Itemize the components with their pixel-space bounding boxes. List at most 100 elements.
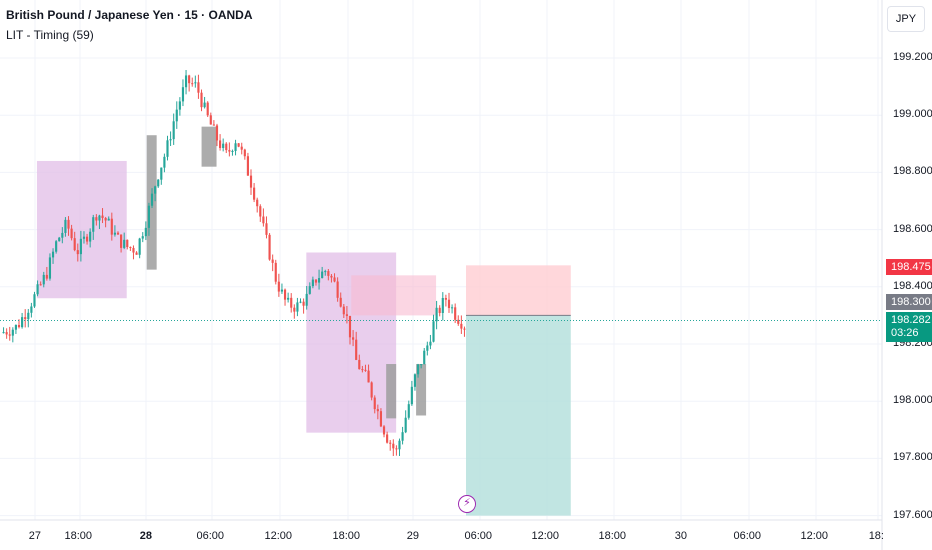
candle-body (345, 314, 348, 316)
candle-body (212, 124, 215, 126)
candle-body (92, 217, 95, 232)
candle-body (413, 374, 417, 387)
candle-body (197, 82, 200, 93)
candle-body (27, 312, 30, 320)
candle-body (120, 234, 123, 248)
candle-body (302, 301, 305, 306)
candle-body (460, 323, 463, 329)
candle-body (188, 75, 191, 84)
candle-body (231, 150, 234, 152)
candle-body (333, 277, 336, 282)
price-tick-label: 199.200 (893, 51, 932, 63)
indicator-label[interactable]: LIT - Timing (59) (6, 28, 94, 42)
candle-body (98, 215, 101, 221)
candle-body (163, 156, 166, 168)
candle-body (407, 404, 410, 418)
candle-body (181, 87, 185, 102)
candle-body (45, 274, 48, 279)
candle-body (395, 448, 398, 450)
candle-body (42, 274, 45, 285)
candle-body (51, 251, 55, 258)
time-tick-label: 12:00 (264, 530, 293, 542)
candle-body (321, 271, 324, 279)
price-tick-label: 198.600 (893, 222, 932, 235)
candle-body (39, 284, 42, 286)
candle-body (76, 250, 79, 255)
candle-body (463, 328, 466, 330)
candle-body (79, 238, 82, 255)
candle-body (454, 307, 457, 320)
candle-body (218, 140, 222, 148)
candle-body (110, 218, 113, 235)
candle-body (85, 236, 89, 242)
candle-body (191, 83, 194, 85)
candle-body (157, 179, 160, 187)
supply-zone (351, 275, 437, 316)
time-tick-label: 18:00 (64, 530, 93, 542)
candle-body (48, 257, 52, 279)
candle-body (274, 262, 277, 282)
candle-body (308, 286, 311, 294)
candle-body (336, 281, 339, 298)
candle-body (367, 370, 370, 383)
symbol-title[interactable]: British Pound / Japanese Yen · 15 · OAND… (6, 8, 253, 22)
candle-body (364, 369, 367, 371)
candle-body (379, 411, 383, 427)
candle-body (450, 307, 454, 309)
candle-body (24, 317, 27, 320)
candle-body (262, 216, 265, 224)
time-tick-label: 12:00 (800, 530, 829, 542)
candle-body (373, 397, 376, 410)
candle-body (441, 298, 444, 314)
candle-body (342, 306, 345, 315)
candle-body (277, 281, 280, 292)
candle-body (389, 442, 392, 444)
candle-body (410, 386, 413, 405)
candle-body (457, 319, 460, 324)
candle-body (222, 143, 225, 148)
currency-button[interactable]: JPY (887, 6, 925, 32)
candle-body (358, 359, 361, 370)
candle-body (138, 238, 141, 255)
candle-body (435, 307, 438, 322)
price-tick-label: 198.000 (893, 394, 932, 407)
candle-body (2, 332, 5, 334)
target-price-badge: 198.475 (886, 259, 932, 275)
candle-body (175, 109, 178, 122)
candle-body (82, 236, 86, 239)
candle-body (67, 219, 70, 229)
candle-body (370, 382, 373, 398)
candle-body (64, 219, 67, 233)
price-tick-label: 198.800 (893, 165, 932, 178)
candle-body (392, 443, 395, 449)
candle-body (376, 409, 379, 412)
candle-body (432, 321, 435, 342)
candle-body (104, 217, 107, 221)
candle-body (438, 307, 441, 314)
candle-body (296, 302, 299, 312)
candle-body (123, 239, 126, 248)
candle-body (290, 297, 293, 308)
candle-body (243, 149, 246, 157)
candle-body (141, 236, 144, 239)
candle-body (101, 215, 104, 218)
candle-body (305, 293, 308, 306)
candle-body (386, 434, 389, 443)
time-tick-label: 18:00 (332, 530, 361, 542)
lightning-bolt-icon[interactable]: ⚡ (458, 495, 476, 513)
candle-body (259, 206, 262, 217)
candle-body (154, 186, 157, 194)
candle-body (135, 252, 138, 255)
candle-body (256, 199, 259, 207)
candle-body (314, 279, 318, 283)
candle-body (420, 364, 423, 366)
candle-body (21, 317, 24, 328)
candle-body (268, 234, 271, 260)
time-tick-label: 18:00 (598, 530, 627, 542)
candle-body (184, 75, 188, 88)
candle-body (447, 299, 451, 309)
candle-body (166, 140, 169, 157)
current-price-badge: 198.282 03:26 (886, 312, 932, 342)
